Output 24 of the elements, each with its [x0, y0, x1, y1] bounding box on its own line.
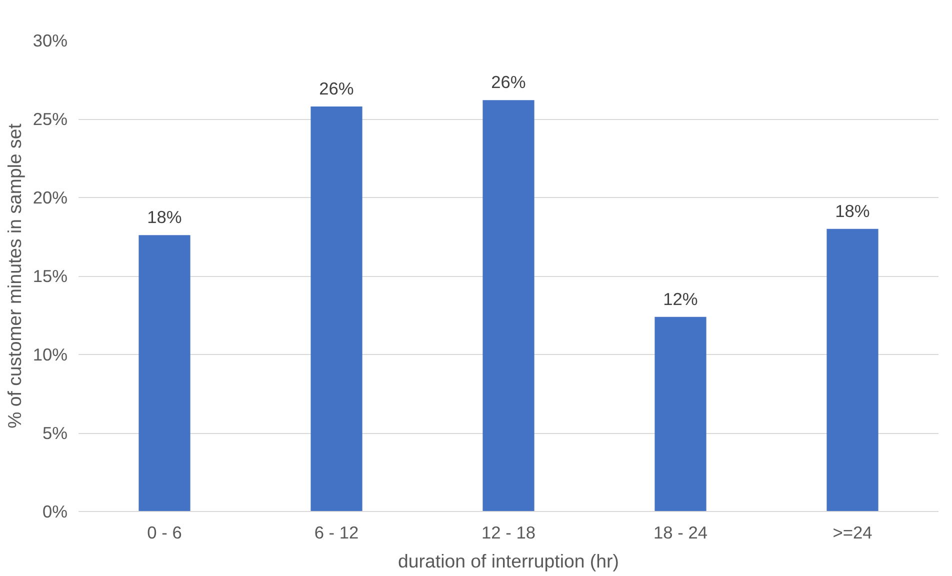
x-axis-title: duration of interruption (hr): [398, 550, 619, 572]
data-label: 26%: [319, 78, 354, 98]
y-tick-label: 30%: [32, 30, 68, 50]
bar: [654, 316, 706, 512]
x-tick-label: 6 - 12: [314, 522, 359, 542]
x-tick-label: 18 - 24: [654, 522, 708, 542]
x-tick-label: 0 - 6: [147, 522, 182, 542]
y-axis-title: % of customer minutes in sample set: [4, 122, 25, 428]
data-label: 18%: [835, 200, 870, 221]
bar: [310, 106, 362, 512]
y-tick-label: 25%: [32, 109, 68, 129]
y-tick-label: 15%: [32, 266, 68, 286]
data-label: 12%: [663, 288, 698, 309]
y-tick-label: 10%: [32, 344, 68, 364]
data-label: 26%: [491, 72, 526, 92]
bar: [482, 100, 534, 512]
y-tick-label: 5%: [42, 423, 68, 443]
y-tick-label: 0%: [42, 502, 68, 522]
y-tick-label: 20%: [32, 188, 68, 208]
x-tick-label: >=24: [832, 522, 873, 542]
data-label: 18%: [147, 207, 182, 228]
bar: [826, 228, 878, 512]
bar: [138, 235, 190, 512]
x-tick-label: 12 - 18: [482, 522, 536, 542]
